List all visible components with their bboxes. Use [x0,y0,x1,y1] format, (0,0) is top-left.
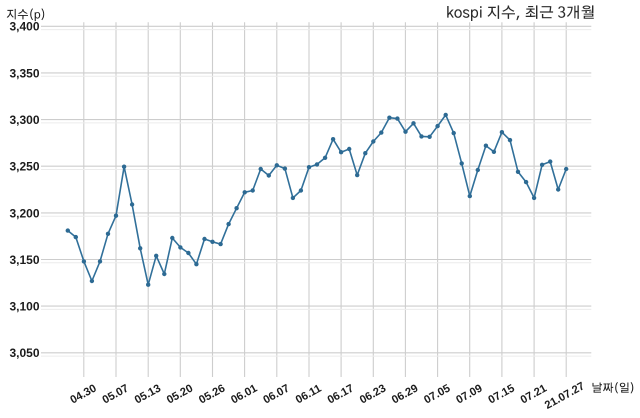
svg-text:3,150: 3,150 [9,253,39,267]
svg-text:3,350: 3,350 [9,66,39,80]
svg-text:3,400: 3,400 [9,20,39,34]
svg-text:06.01: 06.01 [229,382,259,406]
svg-text:07.09: 07.09 [454,382,484,406]
svg-text:06.17: 06.17 [326,382,356,406]
svg-text:05.07: 05.07 [101,382,131,406]
svg-text:3,050: 3,050 [9,346,39,360]
svg-text:05.26: 05.26 [197,382,227,406]
svg-text:07.05: 07.05 [422,382,452,406]
svg-text:07.15: 07.15 [486,382,516,406]
svg-text:06.23: 06.23 [358,382,388,406]
svg-text:3,300: 3,300 [9,113,39,127]
svg-text:04.30: 04.30 [68,382,98,406]
svg-text:21.07.27: 21.07.27 [543,380,587,412]
svg-text:05.13: 05.13 [133,382,163,406]
svg-text:3,100: 3,100 [9,300,39,314]
svg-text:3,250: 3,250 [9,160,39,174]
svg-text:05.20: 05.20 [165,382,195,406]
svg-text:06.11: 06.11 [294,383,324,407]
svg-text:3,200: 3,200 [9,206,39,220]
svg-text:06.07: 06.07 [261,382,291,406]
svg-text:06.29: 06.29 [390,382,420,406]
